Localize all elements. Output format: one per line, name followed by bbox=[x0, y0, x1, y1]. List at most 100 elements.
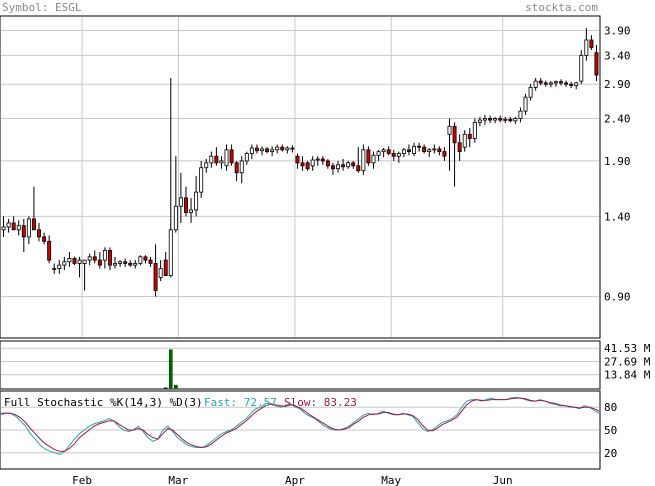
candle-body bbox=[16, 225, 21, 231]
price-y-tick-label: 3.90 bbox=[604, 24, 631, 37]
candle-body bbox=[244, 153, 249, 162]
candle-body bbox=[594, 52, 599, 76]
candle-body bbox=[356, 165, 361, 172]
candle-body bbox=[305, 162, 310, 170]
candle-body bbox=[113, 263, 117, 266]
candle-body bbox=[376, 151, 381, 156]
candle-body bbox=[194, 191, 199, 211]
volume-bar bbox=[163, 387, 168, 389]
volume-bars bbox=[163, 349, 178, 389]
price-candles bbox=[1, 28, 599, 297]
candle-body bbox=[204, 162, 209, 169]
candle-body bbox=[97, 259, 102, 266]
candle-body bbox=[467, 133, 472, 139]
price-y-tick-label: 2.90 bbox=[604, 78, 631, 91]
brand-label: stockta.com bbox=[525, 1, 598, 14]
stochastic-title: Full Stochastic %K(14,3) %D(3) bbox=[4, 396, 203, 409]
price-y-tick-label: 1.90 bbox=[604, 155, 631, 168]
stochastic-y-tick-labels: 80 50 20 bbox=[604, 401, 617, 460]
candle-body bbox=[158, 268, 163, 278]
candle-body bbox=[462, 133, 467, 148]
candle-body bbox=[47, 240, 52, 261]
candle-body bbox=[118, 261, 123, 264]
candle-body bbox=[102, 250, 107, 261]
price-y-tick-label: 2.40 bbox=[604, 113, 631, 126]
candle-body bbox=[239, 160, 244, 174]
candle-body bbox=[87, 256, 92, 261]
candle-body bbox=[290, 147, 295, 150]
candle-body bbox=[437, 148, 442, 153]
candle-body bbox=[37, 229, 41, 238]
candle-body bbox=[503, 118, 508, 121]
volume-panel-frame bbox=[0, 340, 601, 390]
candle-body bbox=[128, 263, 133, 266]
stochastic-y-tick-label: 20 bbox=[604, 447, 617, 460]
candle-body bbox=[493, 118, 498, 121]
candle-body bbox=[508, 118, 513, 122]
candle-body bbox=[498, 118, 503, 121]
candle-body bbox=[336, 164, 340, 170]
candle-body bbox=[538, 80, 543, 84]
candle-body bbox=[107, 250, 112, 266]
candle-body bbox=[528, 86, 533, 98]
candle-body bbox=[229, 149, 234, 164]
candle-body bbox=[406, 149, 411, 153]
candle-body bbox=[143, 256, 148, 261]
candle-body bbox=[315, 158, 320, 161]
stochastic-y-tick-label: 80 bbox=[604, 401, 617, 414]
candle-body bbox=[280, 146, 285, 151]
candle-body bbox=[219, 160, 224, 164]
volume-y-tick-labels: 41.53 M27.69 M13.84 M bbox=[604, 342, 651, 382]
candle-body bbox=[472, 121, 477, 139]
candle-body bbox=[488, 118, 493, 121]
candle-body bbox=[173, 205, 178, 231]
candle-body bbox=[412, 145, 416, 154]
candle-body bbox=[533, 80, 538, 88]
x-tick-label: Mar bbox=[168, 474, 188, 486]
stochastic-fast-legend: Fast: 72.57 bbox=[204, 396, 277, 409]
candle-body bbox=[133, 263, 138, 266]
candle-body bbox=[270, 149, 275, 153]
candle-body bbox=[62, 261, 67, 266]
candle-body bbox=[189, 209, 194, 213]
stochastic-panel: 80 50 20 Full Stochastic %K(14,3) %D(3) Fa… bbox=[0, 390, 617, 470]
candle-body bbox=[548, 82, 553, 85]
candle-body bbox=[234, 162, 239, 174]
candle-body bbox=[11, 222, 16, 231]
candle-body bbox=[138, 256, 143, 264]
candle-body bbox=[477, 119, 482, 123]
candle-body bbox=[168, 229, 173, 276]
candle-body bbox=[589, 39, 594, 48]
candle-body bbox=[31, 218, 36, 231]
candle-body bbox=[72, 258, 77, 264]
candle-body bbox=[295, 155, 300, 164]
candle-body bbox=[249, 147, 254, 154]
candle-body bbox=[178, 197, 183, 207]
candle-body bbox=[351, 162, 356, 167]
volume-panel: 41.53 M27.69 M13.84 M bbox=[0, 340, 651, 390]
candle-body bbox=[6, 222, 11, 228]
candle-body bbox=[123, 261, 128, 264]
candle-body bbox=[184, 197, 188, 213]
candle-body bbox=[163, 259, 168, 276]
candle-body bbox=[457, 142, 462, 153]
candle-body bbox=[153, 263, 158, 291]
candle-body bbox=[442, 151, 447, 157]
stochastic-slow-line bbox=[1, 397, 600, 452]
x-tick-label: Apr bbox=[285, 474, 305, 486]
candle-body bbox=[559, 81, 563, 84]
candle-body bbox=[275, 146, 280, 151]
candle-body bbox=[579, 54, 584, 82]
candle-body bbox=[310, 159, 315, 167]
candle-body bbox=[148, 259, 153, 264]
volume-bar bbox=[174, 384, 178, 389]
candle-body bbox=[401, 149, 406, 154]
candle-body bbox=[199, 167, 204, 193]
price-y-tick-label: 1.40 bbox=[604, 210, 631, 223]
candle-body bbox=[427, 149, 432, 153]
candle-body bbox=[386, 149, 391, 154]
candle-body bbox=[57, 264, 62, 269]
price-panel: 3.90 3.40 2.90 2.40 1.90 1.40 0.90 bbox=[0, 15, 631, 468]
candle-body bbox=[26, 218, 31, 238]
